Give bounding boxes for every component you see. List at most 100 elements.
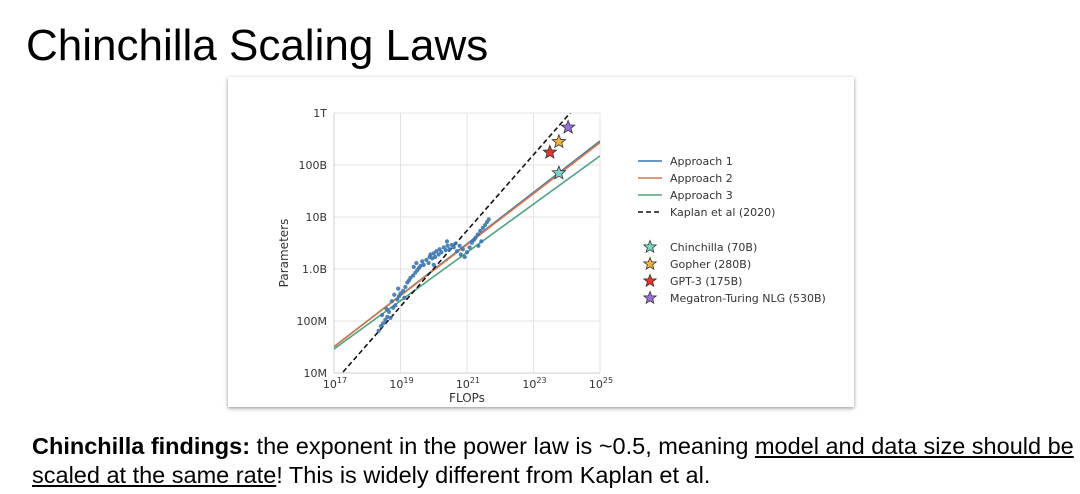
training-run-point [437,247,442,252]
training-run-point [443,248,448,253]
model-star-gpt-3-175b [542,144,558,159]
legend-label-approach-3: Approach 3 [670,189,733,202]
y-tick-label: 1T [313,107,327,120]
legend-label-kaplan-et-al-2020: Kaplan et al (2020) [670,206,775,219]
training-run-point [454,249,460,254]
training-run-point [464,250,470,255]
training-run-point [436,252,441,257]
x-tick-exponent: 19 [403,376,413,385]
training-run-point [451,245,456,250]
training-run-point [424,257,429,262]
legend-star-gopher-280b [642,256,658,271]
training-run-point [383,317,388,322]
training-run-point [401,288,406,293]
training-run-point [396,286,401,291]
caption-underlined: model and data size should be scaled at … [32,433,1074,488]
training-run-point [386,309,392,314]
slide-caption: Chinchilla findings: the exponent in the… [32,432,1077,490]
x-tick-base: 10 [323,378,337,391]
legend-label-gpt-3-175b: GPT-3 (175B) [670,275,742,288]
model-star-chinchilla-70b [551,164,567,180]
caption-text-1: the exponent in the power law is ~0.5, m… [250,433,755,459]
training-run-point [411,264,416,269]
slide-title: Chinchilla Scaling Laws [26,21,489,70]
training-run-point [393,303,398,308]
chart-figure: 1017 1019 1021 1023 1025 10M 100M 1.0B 10B 100B 1T… [228,77,854,407]
legend-label-chinchilla-70b: Chinchilla (70B) [670,241,757,254]
training-run-point [385,314,390,319]
training-run-point [458,252,463,257]
training-run-point [392,292,397,297]
axis-labels: FLOPs Parameters [277,219,485,405]
training-run-point [411,273,416,278]
x-tick-exponent: 21 [470,376,480,385]
training-run-point [433,254,438,260]
y-tick-label: 10M [304,367,328,380]
training-run-point [444,239,450,244]
training-run-point [420,259,425,264]
legend-label-approach-1: Approach 1 [670,155,733,168]
training-run-point [431,262,436,267]
y-axis-label: Parameters [277,219,291,288]
training-run-point [381,321,386,326]
x-tick-label: 1023 [522,376,546,391]
training-run-point [486,217,491,222]
training-run-point [414,260,419,266]
x-tick-label: 1021 [456,376,480,391]
training-run-point [447,247,452,252]
legend-label-gopher-280b: Gopher (280B) [670,258,751,271]
training-run-point [434,249,439,254]
training-run-point [376,328,381,333]
x-tick-base: 10 [522,378,536,391]
legend: Approach 1 Approach 2 Approach 3 Kaplan et … [638,155,826,305]
model-star-megatron-turing-nlg-530b [560,119,576,134]
series-line-kaplan-et-al-2020 [341,113,572,373]
training-run-point [402,295,407,300]
training-run-point [482,222,488,228]
training-run-point [453,241,458,246]
training-run-point [426,260,431,266]
training-run-point [384,306,389,312]
training-run-point [460,247,465,252]
y-tick-label: 10B [305,211,327,224]
x-tick-label: 1025 [589,376,613,391]
training-run-point [388,315,393,320]
training-run-point [479,239,484,244]
training-run-point [421,262,426,267]
training-run-point [467,245,472,250]
y-tick-label: 100M [297,315,328,328]
x-tick-exponent: 23 [536,376,546,385]
training-run-point [418,263,423,268]
training-run-point [439,250,444,255]
caption-text-2: ! This is widely different from Kaplan e… [276,462,711,488]
training-run-point [398,291,403,296]
x-tick-base: 10 [456,378,470,391]
x-tick-label: 1019 [389,376,413,391]
x-tick-label: 1017 [323,376,347,391]
training-run-point [395,297,400,302]
caption-lead: Chinchilla findings: [32,433,251,459]
training-run-point [445,243,450,248]
training-run-point [462,254,467,260]
training-run-point [428,252,433,257]
legend-label-megatron-turing-nlg-530b: Megatron-Turing NLG (530B) [670,292,826,305]
training-run-point [473,235,478,240]
training-run-point [457,243,462,248]
legend-star-gpt-3-175b [642,273,658,288]
training-run-point [403,284,408,290]
x-axis-label: FLOPs [449,391,485,405]
scaling-law-chart: 1017 1019 1021 1023 102510M100M1.0B10B100B1T… [277,107,826,405]
axes [333,113,600,374]
training-run-point [380,312,385,318]
model-star-gopher-280b [551,133,567,149]
y-tick-label: 1.0B [302,263,327,276]
training-run-point [478,228,483,234]
training-runs [376,217,491,333]
legend-star-chinchilla-70b [642,239,658,254]
x-tick-exponent: 25 [603,376,613,385]
legend-star-megatron-turing-nlg-530b [642,290,658,305]
training-run-point [475,232,480,237]
training-run-point [389,299,394,304]
training-run-point [476,243,481,248]
